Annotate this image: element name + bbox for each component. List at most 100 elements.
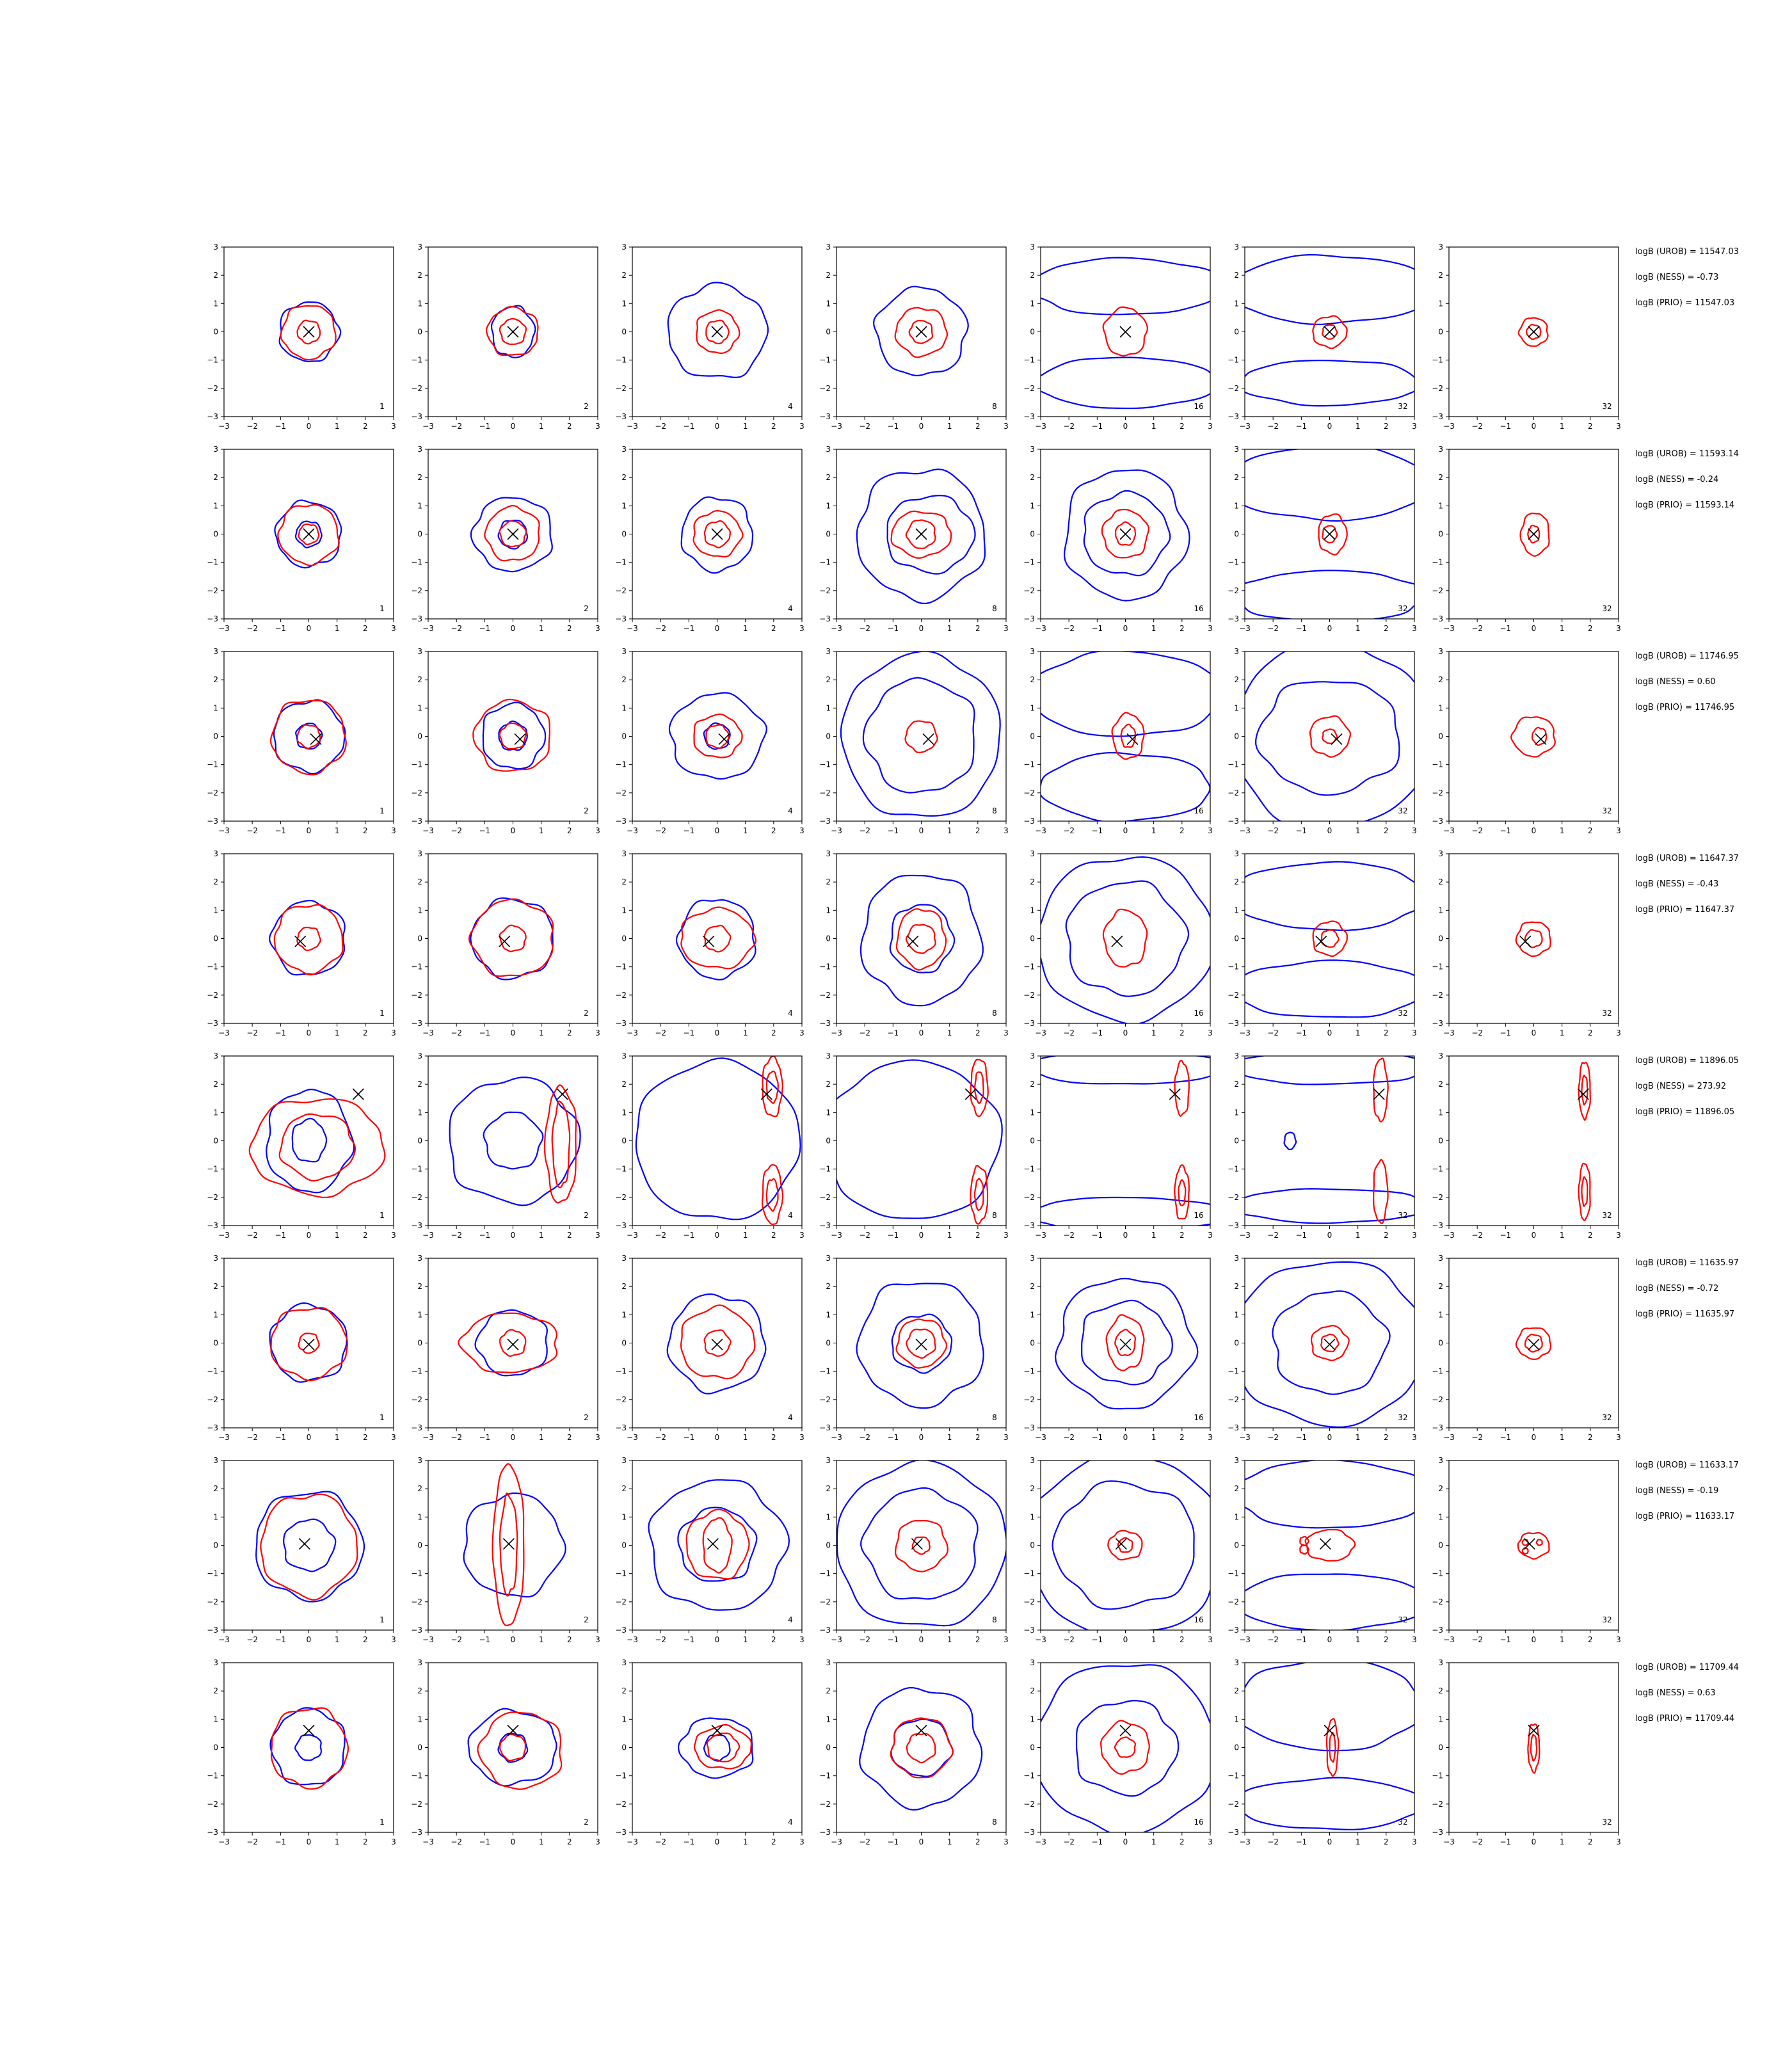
blue-contour: [470, 497, 553, 573]
y-tick-label: 3: [1438, 849, 1443, 858]
x-tick-label: 2: [1384, 422, 1389, 431]
y-tick-label: −2: [1432, 384, 1443, 393]
contour-layer: [248, 1089, 386, 1199]
x-tick-label: 3: [595, 1433, 600, 1442]
x-tick-label: −2: [1471, 422, 1483, 431]
y-tick-label: 0: [621, 934, 627, 943]
contour-layer: [1515, 921, 1551, 957]
x-tick-label: −1: [1500, 1231, 1511, 1240]
y-tick-label: 1: [213, 1715, 218, 1724]
blue-contour: [862, 676, 975, 794]
red-contour: [1312, 315, 1348, 349]
y-tick-label: −1: [1023, 1772, 1035, 1780]
y-tick-label: −2: [819, 384, 831, 393]
axes-frame: [428, 1258, 598, 1428]
x-tick-label: 1: [743, 1231, 748, 1240]
axes-frame: [223, 853, 394, 1024]
marker-x: [964, 1088, 977, 1100]
x-tick-label: 0: [511, 1433, 516, 1442]
y-tick-label: 3: [826, 1052, 831, 1060]
x-tick-label: −1: [275, 422, 286, 431]
red-contour: [970, 1165, 989, 1225]
x-tick-label: −3: [422, 1028, 434, 1037]
x-tick-label: 2: [567, 422, 572, 431]
axes-frame: [1448, 853, 1619, 1024]
blue-contour: [860, 1487, 979, 1600]
x-tick-label: 0: [919, 1231, 924, 1240]
x-tick-label: 3: [1616, 1231, 1621, 1240]
x-tick-label: 3: [391, 1028, 396, 1037]
panel-label: 32: [1398, 806, 1407, 815]
x-tick-label: 0: [715, 422, 720, 431]
contour-layer: [836, 1460, 1006, 1627]
x-tick-label: 0: [715, 1635, 720, 1644]
blue-contour: [295, 723, 323, 750]
red-contour: [692, 509, 744, 558]
marker-x: [711, 1338, 723, 1350]
red-contour: [485, 306, 539, 356]
y-tick-label: 0: [213, 1339, 218, 1348]
x-tick-label: 1: [947, 422, 952, 431]
panel-label: 8: [992, 806, 997, 815]
x-tick-label: 3: [1004, 624, 1009, 633]
y-tick-label: −1: [615, 1165, 627, 1174]
red-contour: [499, 723, 527, 750]
y-tick-label: −3: [1023, 1626, 1035, 1635]
panel-label: 8: [992, 1615, 997, 1624]
panel-r7-c4: −3 −2 −1 0 1 2 3 3 2 1 0 −1 −2 −3 8: [819, 1456, 1009, 1644]
blue-contour: [268, 899, 346, 976]
panel-label: 8: [992, 1413, 997, 1422]
stat-line: logB (NESS) = 0.63: [1635, 1688, 1716, 1698]
x-tick-label: −1: [275, 624, 286, 633]
marker-x: [915, 1338, 927, 1350]
y-tick-label: −1: [1023, 963, 1035, 972]
x-tick-label: 3: [1616, 1635, 1621, 1644]
panel-label: 16: [1194, 1009, 1203, 1018]
x-tick-label: 0: [511, 1231, 516, 1240]
x-tick-label: −1: [683, 1231, 694, 1240]
x-tick-label: −3: [1443, 1433, 1455, 1442]
blue-contour: [266, 1089, 355, 1194]
stat-line: logB (NESS) = -0.73: [1635, 273, 1719, 282]
y-tick-label: 2: [417, 877, 422, 886]
y-tick-label: −2: [411, 1800, 422, 1809]
y-tick-label: −3: [411, 1626, 422, 1635]
panel-r4-c5: −3 −2 −1 0 1 2 3 3 2 1 0 −1 −2 −3 16: [1023, 849, 1213, 1037]
blue-contour: [677, 1717, 754, 1779]
x-tick-label: 0: [1123, 422, 1128, 431]
x-tick-label: 2: [975, 422, 980, 431]
x-tick-label: 0: [307, 1635, 312, 1644]
x-tick-label: −1: [479, 1635, 490, 1644]
y-tick-label: −3: [1432, 614, 1443, 623]
y-tick-label: 3: [621, 445, 627, 454]
x-tick-label: 3: [1412, 1837, 1417, 1846]
x-tick-label: −1: [479, 826, 490, 835]
y-tick-label: 3: [417, 1658, 422, 1667]
y-tick-label: −3: [1023, 817, 1035, 826]
y-tick-label: −3: [615, 1221, 627, 1230]
x-tick-label: −3: [1443, 1635, 1455, 1644]
y-tick-label: 2: [213, 1080, 218, 1089]
y-tick-label: 3: [213, 1052, 218, 1060]
stat-line: logB (UROB) = 11709.44: [1635, 1663, 1739, 1672]
panel-r2-c3: −3 −2 −1 0 1 2 3 3 2 1 0 −1 −2 −3 4: [615, 445, 804, 633]
y-tick-label: 0: [1438, 1743, 1443, 1752]
panel-label: 32: [1602, 402, 1612, 411]
x-tick-label: −3: [627, 1433, 638, 1442]
red-contour: [1107, 1530, 1143, 1561]
x-tick-label: −1: [1091, 422, 1103, 431]
x-tick-label: 2: [1180, 422, 1185, 431]
contour-layer: [278, 301, 342, 362]
y-tick-label: −3: [819, 412, 831, 421]
x-tick-label: −2: [655, 422, 666, 431]
x-tick-label: −1: [887, 1028, 899, 1037]
x-tick-label: −1: [887, 1837, 899, 1846]
blue-contour: [1272, 1290, 1391, 1395]
x-tick-label: −2: [1063, 422, 1075, 431]
x-tick-label: −3: [1239, 826, 1251, 835]
contour-layer: [467, 1708, 563, 1790]
y-tick-label: 2: [1030, 271, 1035, 280]
axes-frame: [632, 651, 803, 822]
